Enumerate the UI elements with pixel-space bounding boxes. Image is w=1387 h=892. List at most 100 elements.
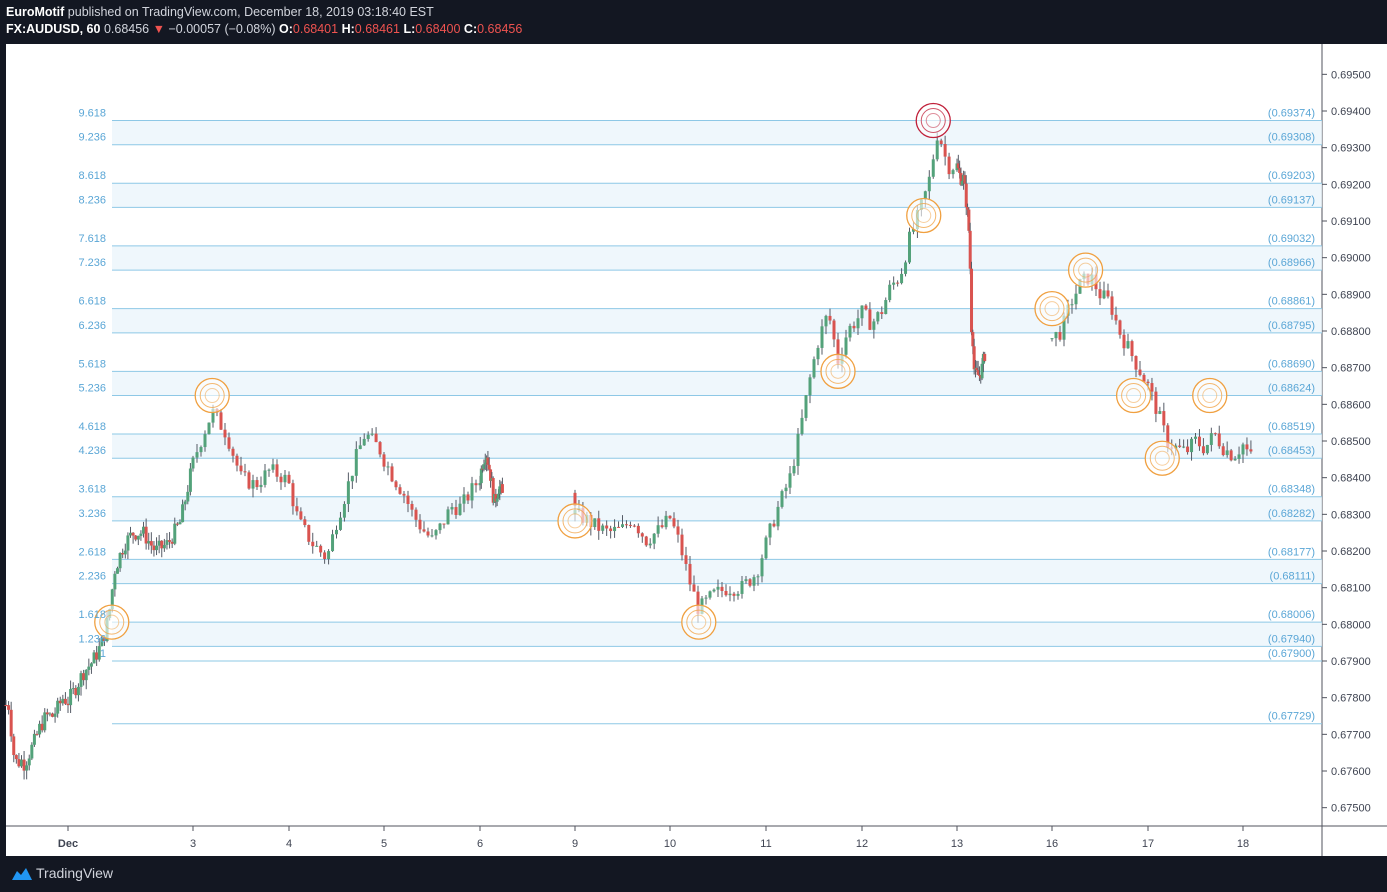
candle-body (14, 755, 18, 760)
publisher-name[interactable]: EuroMotif (6, 5, 65, 19)
candle-body (414, 509, 418, 520)
candle-body (1114, 314, 1118, 321)
fib-ratio-label: 5.618 (78, 358, 106, 370)
candle-body (880, 312, 884, 314)
candle-body (315, 545, 319, 547)
candle-body (48, 713, 52, 715)
candle-body (92, 652, 96, 664)
candle-body (354, 449, 358, 476)
fib-ratio-label: 2.618 (78, 546, 106, 558)
y-tick-label: 0.67700 (1331, 729, 1371, 741)
candle-body (976, 369, 980, 375)
y-tick-label: 0.68900 (1331, 289, 1371, 301)
candle-body (82, 673, 86, 681)
candle-body (1213, 433, 1217, 435)
candle-body (279, 476, 283, 483)
circle-marker (681, 604, 717, 640)
candle-body (975, 367, 979, 370)
candle-body (876, 312, 880, 322)
x-tick-label: 18 (1237, 838, 1249, 850)
candle-body (76, 686, 80, 696)
candle-body (134, 535, 138, 540)
fib-ratio-label: 6.236 (78, 320, 106, 332)
candle-body (382, 454, 386, 467)
y-tick-label: 0.69500 (1331, 69, 1371, 81)
candle-body (446, 509, 450, 525)
close-label: C: (463, 22, 478, 36)
candle-body (1229, 450, 1233, 461)
candle-body (896, 282, 900, 284)
x-tick-label: 4 (286, 838, 292, 850)
candle-body (79, 673, 83, 687)
chart-header: EuroMotif published on TradingView.com, … (0, 0, 1387, 44)
circle-marker (820, 353, 856, 389)
fib-price-label: (0.67729) (1268, 711, 1315, 723)
candle-body (22, 759, 26, 771)
candle-body (672, 518, 676, 527)
time-axis[interactable] (6, 826, 1322, 856)
candle-body (374, 433, 378, 443)
candle-body (378, 442, 382, 455)
candle-body (474, 483, 478, 486)
candle-body (486, 457, 490, 465)
candle-body (748, 579, 752, 586)
circle-marker (1192, 377, 1228, 414)
candle-body (836, 339, 840, 364)
circle-ring-middle (1073, 257, 1099, 283)
candle-body (593, 518, 597, 528)
y-tick-label: 0.68100 (1331, 583, 1371, 595)
fib-ratio-label: 4.618 (78, 421, 106, 433)
candle-body (632, 525, 636, 527)
candle-body (175, 523, 179, 525)
candle-body (30, 744, 34, 759)
fib-ratio-label: 3.236 (78, 508, 106, 520)
circle-ring-middle (1121, 383, 1147, 409)
candle-body (331, 534, 335, 552)
candle-body (162, 544, 166, 549)
candle-body (820, 326, 824, 348)
tradingview-logo[interactable]: TradingView (12, 865, 113, 881)
candle-body (418, 519, 422, 530)
candle-body (168, 540, 172, 542)
y-tick-label: 0.68800 (1331, 326, 1371, 338)
candle-body (609, 528, 613, 532)
circle-ring-inner (691, 614, 707, 630)
fib-ratio-label: 7.236 (78, 257, 106, 269)
candle-body (1233, 458, 1237, 461)
candle-body (66, 703, 70, 706)
candle-body (968, 230, 972, 269)
price-chart[interactable]: 9.618 (0.69374) 9.236 (0.69308) 8.618 (0.6920… (0, 44, 1387, 856)
candle-body (496, 493, 500, 499)
candle-body (1201, 446, 1205, 454)
candle-body (892, 282, 896, 285)
candle-body (1182, 446, 1186, 448)
candle-body (740, 581, 744, 594)
fib-price-label: (0.68348) (1268, 484, 1315, 496)
candle-body (487, 464, 491, 470)
candle-body (796, 433, 800, 466)
candle-body (1118, 320, 1122, 335)
symbol-name[interactable]: FX:AUDUSD, 60 (6, 22, 101, 36)
candle-body (1134, 356, 1138, 370)
candle-body (680, 534, 684, 556)
candle-body (1154, 391, 1158, 414)
candle-body (366, 434, 370, 439)
candle-body (394, 481, 398, 488)
candle-body (966, 207, 970, 210)
candle-body (12, 736, 16, 756)
fib-price-label: (0.69374) (1268, 108, 1315, 120)
candle-body (720, 586, 724, 591)
candle-body (1102, 290, 1106, 299)
fib-ratio-label: 9.236 (78, 132, 106, 144)
candle-body (1205, 444, 1209, 454)
candle-body (223, 429, 227, 438)
candle-body (350, 475, 354, 482)
candle-body (466, 494, 470, 501)
candle-body (927, 176, 931, 192)
candle-body (95, 652, 99, 660)
candle-body (478, 483, 482, 486)
candle-body (1054, 332, 1058, 339)
candle-body (1150, 383, 1154, 392)
candle-body (956, 163, 960, 169)
price-axis[interactable] (1322, 44, 1387, 856)
